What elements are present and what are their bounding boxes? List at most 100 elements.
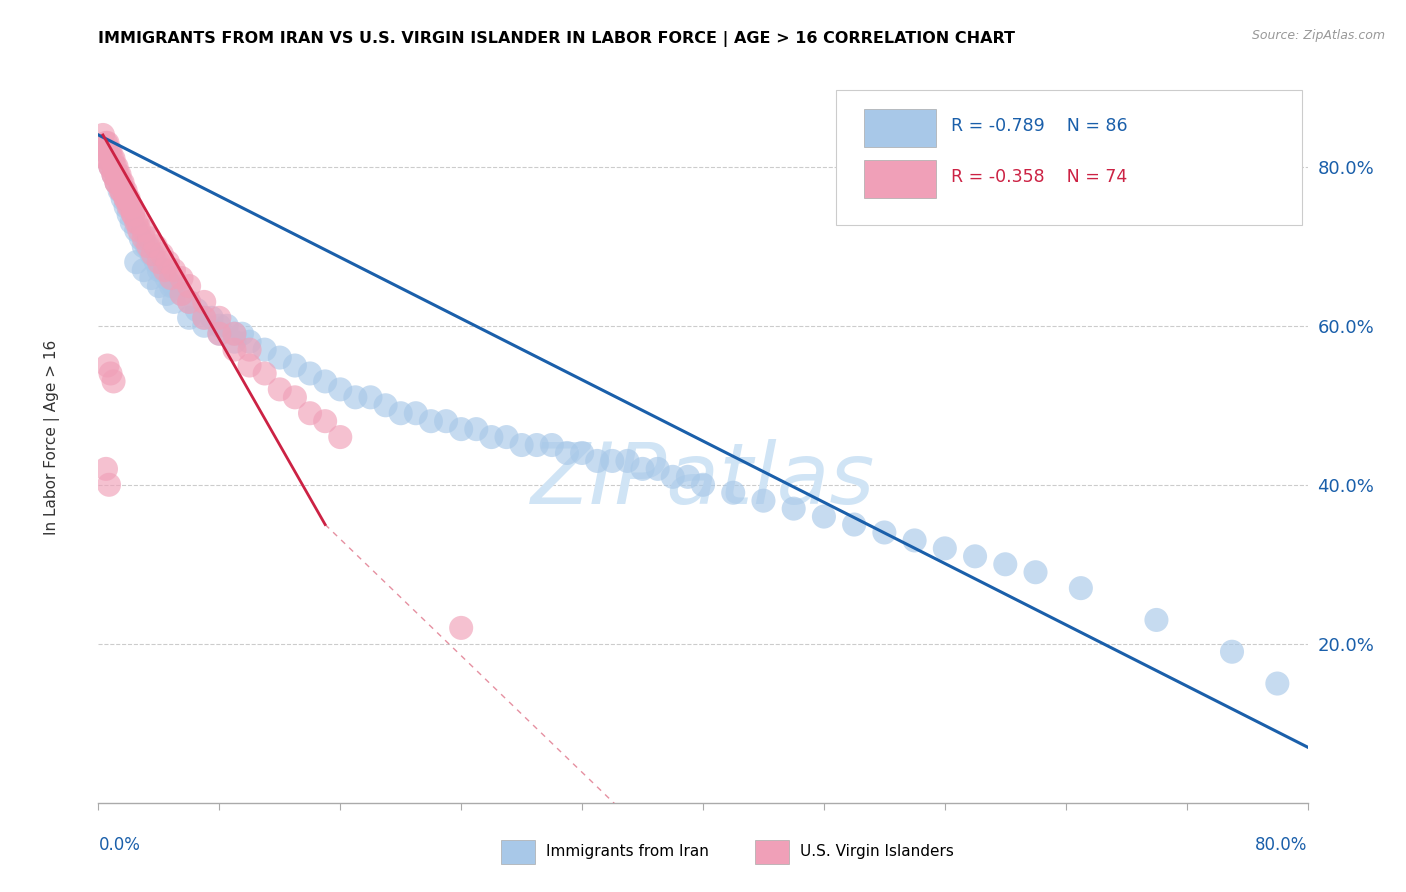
- Point: [405, 406, 427, 420]
- Point: [111, 192, 134, 206]
- Point: [495, 430, 517, 444]
- Point: [100, 144, 122, 158]
- Point: [450, 621, 472, 635]
- Point: [647, 462, 669, 476]
- Point: [145, 255, 167, 269]
- Point: [148, 255, 170, 269]
- Point: [224, 326, 246, 341]
- Point: [344, 390, 367, 404]
- Point: [360, 390, 382, 404]
- Point: [239, 343, 262, 357]
- Point: [314, 375, 336, 389]
- Point: [170, 271, 193, 285]
- Point: [179, 310, 201, 325]
- Point: [723, 485, 745, 500]
- Point: [120, 200, 142, 214]
- Point: [115, 192, 138, 206]
- Point: [201, 310, 224, 325]
- Point: [110, 184, 132, 198]
- Point: [132, 223, 155, 237]
- Point: [121, 215, 143, 229]
- Point: [420, 414, 443, 428]
- Point: [965, 549, 987, 564]
- Point: [103, 168, 125, 182]
- Point: [253, 343, 276, 357]
- Point: [155, 271, 177, 285]
- Point: [510, 438, 533, 452]
- Point: [98, 477, 121, 491]
- Point: [481, 430, 503, 444]
- Point: [136, 239, 159, 253]
- Point: [148, 279, 170, 293]
- Point: [105, 160, 128, 174]
- Point: [125, 255, 148, 269]
- Point: [224, 343, 246, 357]
- Point: [100, 160, 122, 174]
- Text: 80.0%: 80.0%: [1256, 836, 1308, 854]
- Point: [374, 398, 396, 412]
- FancyBboxPatch shape: [837, 90, 1302, 225]
- FancyBboxPatch shape: [755, 840, 789, 863]
- Point: [540, 438, 562, 452]
- Point: [105, 176, 128, 190]
- Point: [96, 152, 118, 166]
- Point: [224, 334, 246, 349]
- Point: [127, 215, 149, 229]
- FancyBboxPatch shape: [501, 840, 534, 863]
- Point: [284, 359, 307, 373]
- Point: [170, 287, 193, 301]
- Point: [132, 263, 155, 277]
- Point: [104, 160, 127, 174]
- Point: [329, 383, 352, 397]
- Point: [125, 215, 148, 229]
- Point: [108, 168, 131, 182]
- Text: In Labor Force | Age > 16: In Labor Force | Age > 16: [45, 340, 60, 534]
- Point: [112, 184, 135, 198]
- Point: [150, 263, 173, 277]
- Point: [1267, 676, 1289, 690]
- Point: [269, 383, 291, 397]
- Point: [631, 462, 654, 476]
- Point: [783, 501, 806, 516]
- Point: [215, 318, 238, 333]
- Point: [179, 279, 201, 293]
- Point: [193, 310, 215, 325]
- Point: [873, 525, 896, 540]
- Point: [661, 470, 683, 484]
- Point: [813, 509, 835, 524]
- Point: [108, 184, 131, 198]
- Point: [299, 367, 322, 381]
- Point: [122, 207, 145, 221]
- Point: [114, 192, 136, 206]
- Point: [904, 533, 927, 548]
- Point: [1144, 613, 1167, 627]
- Point: [114, 192, 136, 206]
- Point: [118, 207, 141, 221]
- Point: [269, 351, 291, 365]
- Point: [141, 271, 163, 285]
- Text: Immigrants from Iran: Immigrants from Iran: [546, 845, 709, 859]
- Point: [91, 128, 114, 142]
- Point: [100, 160, 122, 174]
- Point: [122, 207, 145, 221]
- Point: [179, 294, 201, 309]
- Point: [193, 294, 215, 309]
- Point: [208, 326, 231, 341]
- Point: [186, 302, 208, 317]
- Point: [142, 247, 165, 261]
- Point: [150, 247, 173, 261]
- FancyBboxPatch shape: [863, 160, 936, 198]
- Point: [844, 517, 866, 532]
- Point: [239, 359, 262, 373]
- FancyBboxPatch shape: [863, 109, 936, 146]
- Point: [110, 176, 132, 190]
- Point: [148, 263, 170, 277]
- Point: [94, 152, 117, 166]
- Point: [284, 390, 307, 404]
- Point: [1070, 581, 1092, 595]
- Point: [103, 152, 125, 166]
- Point: [193, 318, 215, 333]
- Point: [389, 406, 412, 420]
- Point: [314, 414, 336, 428]
- Point: [139, 231, 162, 245]
